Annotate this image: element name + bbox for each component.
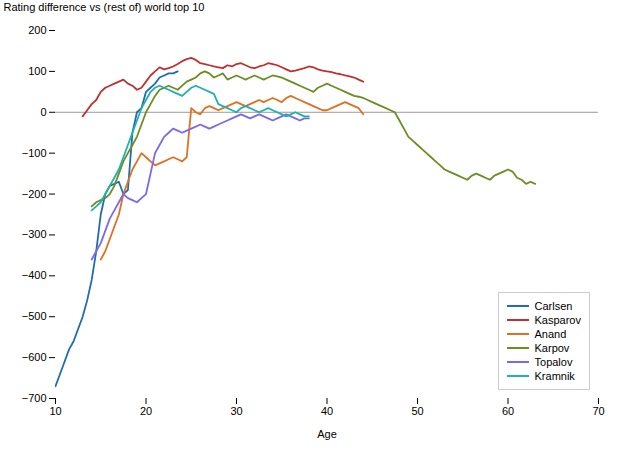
html-text:Kramnik: Kramnik: [534, 370, 575, 382]
svg-text:−100: −100: [22, 147, 47, 159]
svg-text:20: 20: [140, 405, 152, 417]
svg-text:−700: −700: [22, 392, 47, 404]
svg-text:10: 10: [49, 405, 61, 417]
html-text:Karpov: Karpov: [534, 342, 570, 354]
svg-text:−500: −500: [22, 310, 47, 322]
html-text:Topalov: Topalov: [534, 356, 573, 368]
svg-text:0: 0: [40, 106, 46, 118]
svg-text:−400: −400: [22, 269, 47, 281]
svg-text:Rating difference vs (rest of): Rating difference vs (rest of) world top…: [4, 1, 205, 13]
svg-text:70: 70: [592, 405, 604, 417]
svg-text:−300: −300: [22, 228, 47, 240]
svg-text:100: 100: [28, 65, 46, 77]
svg-text:200: 200: [28, 24, 46, 36]
svg-text:60: 60: [502, 405, 514, 417]
svg-text:30: 30: [230, 405, 242, 417]
svg-text:50: 50: [411, 405, 423, 417]
svg-text:−600: −600: [22, 351, 47, 363]
html-text:Carlsen: Carlsen: [534, 300, 573, 312]
html-text:Anand: Anand: [534, 328, 567, 340]
svg-text:Age: Age: [317, 428, 337, 440]
svg-text:−200: −200: [22, 188, 47, 200]
svg-text:40: 40: [321, 405, 333, 417]
html-text:Kasparov: Kasparov: [534, 314, 581, 326]
